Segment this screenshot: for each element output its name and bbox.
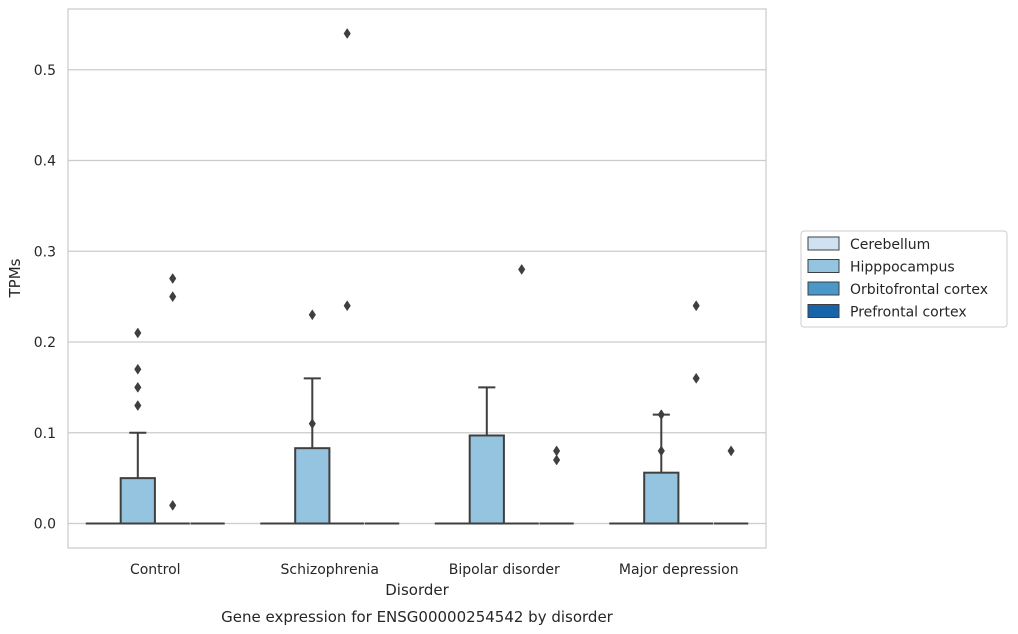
box — [468, 434, 505, 525]
outlier-point — [169, 273, 177, 284]
x-tick-labels: Control Schizophrenia Bipolar disorder Majo… — [130, 562, 739, 578]
outlier-point — [308, 418, 316, 430]
box-group — [468, 386, 505, 525]
outlier-point — [343, 28, 351, 39]
outlier-point — [657, 445, 665, 457]
legend-label: Hipppocampus — [850, 260, 955, 276]
x-tick-label: Schizophrenia — [281, 562, 379, 578]
box-group — [294, 309, 331, 525]
y-tick-label: 0.4 — [34, 154, 56, 170]
box-group — [679, 300, 714, 525]
box — [294, 447, 331, 525]
legend-frame — [800, 230, 1008, 328]
box-group — [504, 263, 539, 525]
legend-swatch — [807, 281, 840, 296]
legend-swatch — [807, 236, 840, 251]
outlier-point — [518, 263, 526, 275]
x-tick-label: Control — [130, 562, 181, 578]
legend-label: Cerebellum — [850, 237, 930, 253]
x-tick-label: Major depression — [619, 562, 739, 578]
outlier-point — [134, 363, 142, 375]
outlier-point — [169, 499, 177, 511]
outlier-point — [692, 372, 700, 384]
box-group — [119, 327, 156, 525]
x-tick-label: Bipolar disorder — [449, 562, 560, 578]
legend-swatch — [807, 259, 840, 273]
outlier-point — [308, 309, 316, 321]
outlier-point — [657, 409, 665, 421]
x-axis-title: Disorder — [385, 581, 449, 599]
y-tick-label: 0.1 — [34, 426, 56, 442]
y-axis-title: TPMs — [6, 258, 24, 298]
y-tick-labels: 0.0 0.1 0.2 0.3 0.4 0.5 — [34, 63, 56, 533]
y-tick-label: 0.0 — [34, 517, 56, 533]
legend: Cerebellum Hipppocampus Orbitofrontal cort… — [800, 230, 1008, 328]
outlier-point — [169, 291, 177, 303]
box-group — [643, 409, 680, 525]
box — [119, 477, 156, 525]
outlier-point — [553, 445, 561, 457]
outlier-point — [343, 300, 351, 312]
box-plot-marks — [85, 28, 749, 525]
y-tick-label: 0.5 — [34, 63, 56, 79]
outlier-point — [134, 381, 142, 393]
box-group — [539, 445, 574, 525]
box — [643, 471, 680, 525]
box-group — [155, 273, 190, 525]
outlier-point — [692, 300, 700, 312]
legend-swatch — [807, 304, 840, 318]
legend-label: Prefrontal cortex — [850, 305, 967, 321]
y-tick-label: 0.2 — [34, 335, 56, 351]
outlier-point — [134, 327, 142, 339]
outlier-point — [134, 400, 142, 411]
chart-caption: Gene expression for ENSG00000254542 by d… — [221, 608, 614, 626]
outlier-point — [553, 454, 561, 466]
y-tick-label: 0.3 — [34, 244, 56, 260]
box-group — [713, 445, 749, 525]
legend-label: Orbitofrontal cortex — [850, 282, 988, 298]
box-group — [330, 28, 365, 525]
plot-frame — [67, 8, 767, 549]
outlier-point — [727, 445, 735, 457]
